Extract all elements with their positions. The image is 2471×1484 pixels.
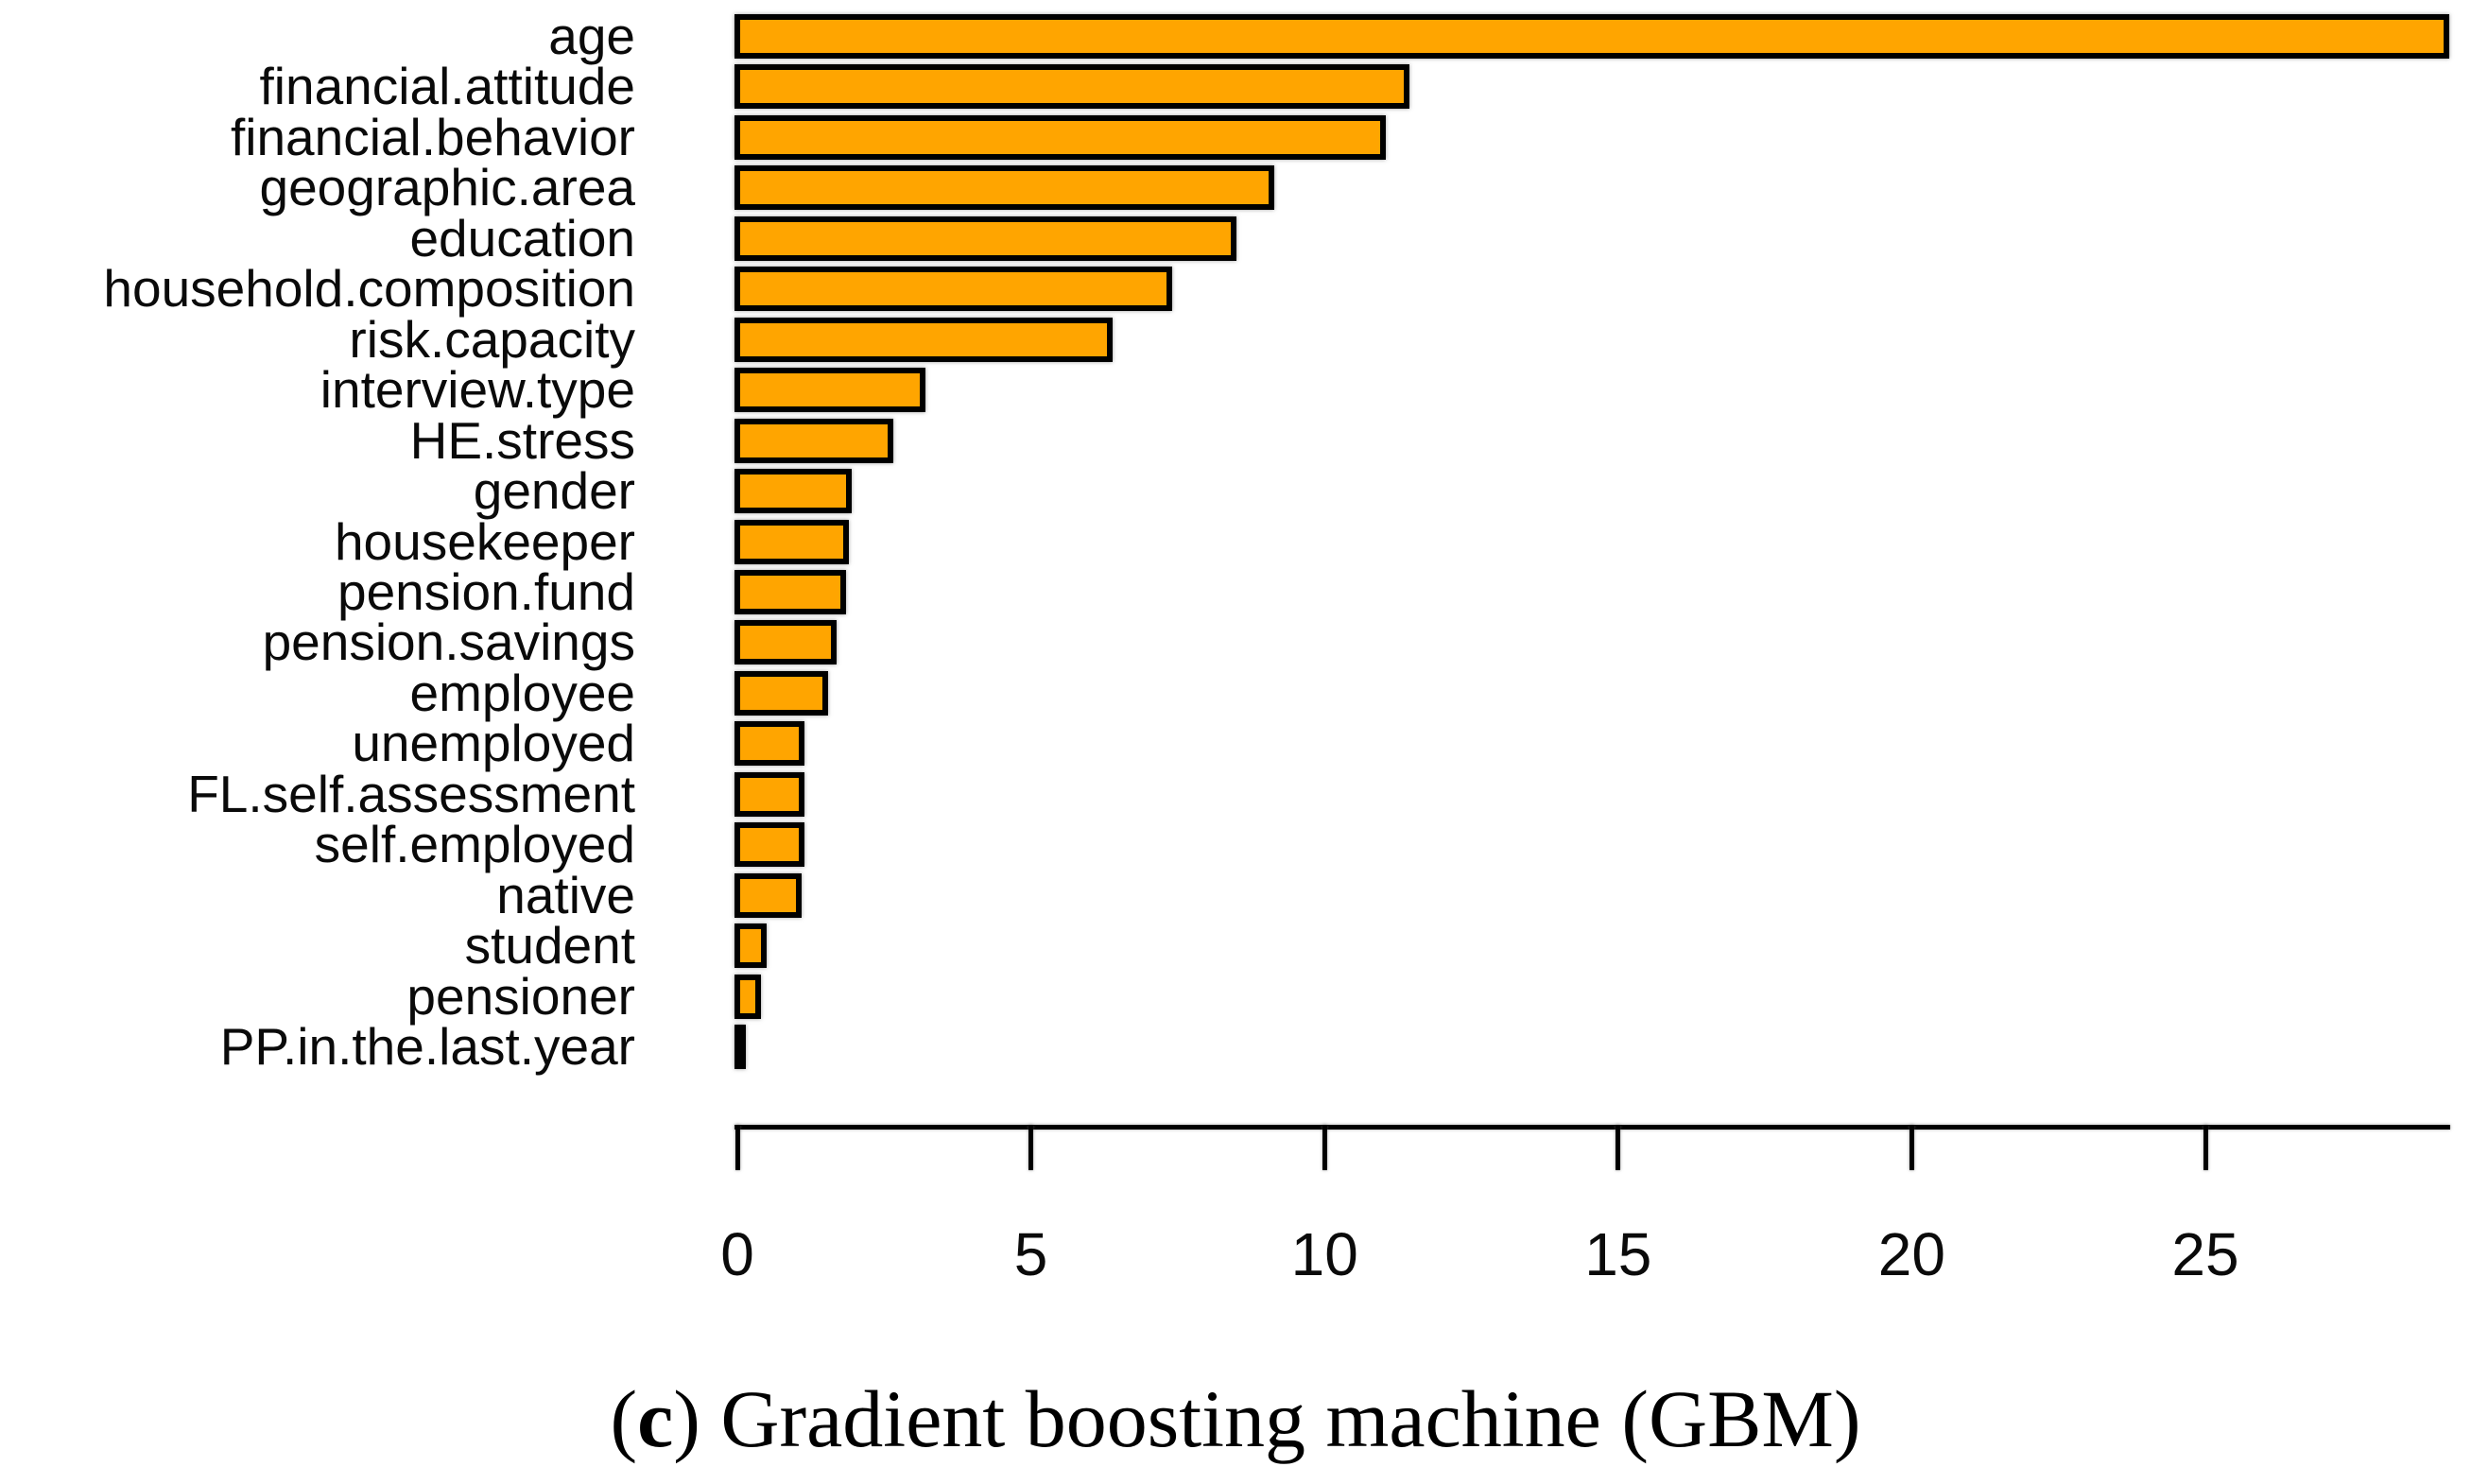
importance-bar [734,267,1172,312]
category-label: housekeeper [334,511,635,571]
category-label: financial.behavior [230,107,635,166]
category-label: self.employed [314,815,635,874]
importance-bar [734,418,893,463]
category-label: student [464,916,635,975]
category-label: interview.type [320,360,635,420]
x-axis-tick-label: 5 [1013,1220,1048,1288]
x-axis-line [734,1125,2450,1130]
x-axis-tick-label: 20 [1877,1220,1945,1288]
importance-bar [734,721,805,767]
gbm-importance-bar-chart: age financial.attitude financial.behavior g… [103,7,2450,1288]
x-axis-tick-label: 0 [720,1220,754,1288]
importance-bar [734,317,1114,362]
category-label: geographic.area [259,158,635,217]
caption-close-paren: ) [673,1373,700,1464]
caption-text: Gradient boosting machine (GBM) [700,1373,1861,1464]
category-label: gender [473,461,635,521]
x-axis-tick-mark [734,1125,740,1170]
importance-bar [734,216,1236,261]
x-axis-tick-mark [1322,1125,1327,1170]
category-label: financial.attitude [259,57,636,116]
importance-bar [734,14,2449,59]
importance-bar [734,620,838,665]
importance-bar [734,923,767,969]
category-label: education [409,208,635,267]
importance-bar [734,114,1387,160]
importance-bar [734,469,853,514]
caption-panel-letter: c [637,1373,674,1464]
importance-bar [734,64,1410,110]
importance-bar [734,165,1275,211]
category-label: household.composition [103,259,635,319]
x-axis-tick-mark [2203,1125,2208,1170]
importance-bar [734,822,805,868]
importance-bar [734,670,829,716]
importance-bar [734,368,925,413]
importance-bar [734,1025,747,1069]
category-label: PP.in.the.last.year [219,1017,635,1076]
importance-bar [734,771,805,817]
category-label: risk.capacity [349,309,635,369]
category-label: pension.fund [337,561,635,621]
importance-bar [734,519,849,564]
category-label: FL.self.assessment [187,764,635,823]
x-axis-tick-label: 10 [1290,1220,1358,1288]
importance-bar [734,569,846,614]
importance-bar [734,872,803,918]
category-label: age [548,7,635,65]
x-axis-tick-label: 25 [2171,1220,2239,1288]
category-label: native [496,865,635,924]
figure-caption: (c) Gradient boosting machine (GBM) [0,1372,2471,1466]
category-label: unemployed [352,714,635,773]
category-label: pensioner [406,966,635,1026]
x-axis-tick-label: 15 [1584,1220,1652,1288]
x-axis-tick-mark [1909,1125,1914,1170]
importance-bar [734,974,761,1019]
category-label: employee [409,663,635,722]
category-label: pension.savings [262,613,635,672]
category-label: HE.stress [409,410,635,470]
x-axis-tick-mark [1028,1125,1034,1170]
x-axis-tick-mark [1616,1125,1621,1170]
caption-open-paren: ( [610,1373,638,1464]
